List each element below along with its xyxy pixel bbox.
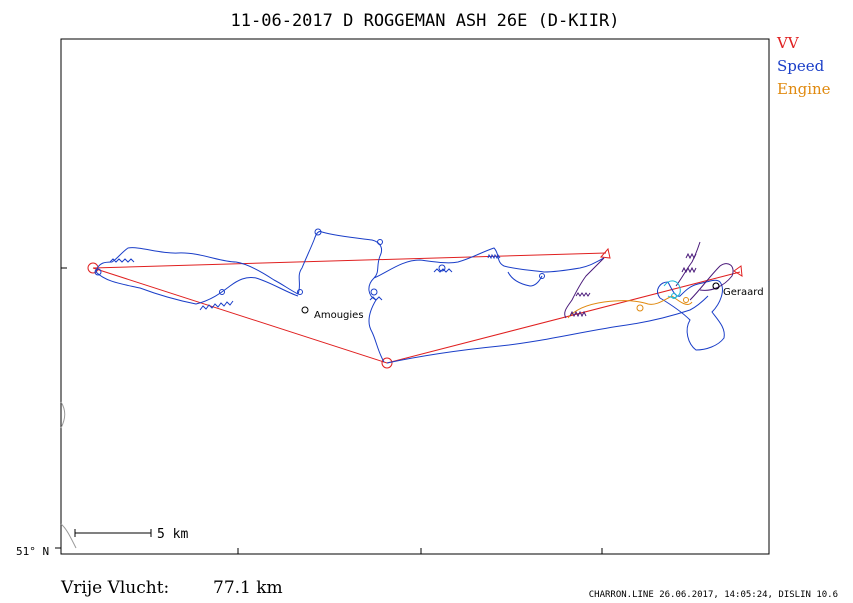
task-turnpoint-triangle [599,247,611,259]
legend-vv: VV [776,34,800,52]
frame-ticks [55,267,603,554]
place-label-geraard: Geraard [723,287,764,298]
chart-title: 11-06-2017 D ROGGEMAN ASH 26E (D-KIIR) [231,11,620,31]
place-marker-geraard [712,282,720,290]
thermal-coils-blue [109,253,501,311]
legend-engine: Engine [777,80,831,98]
legend-speed: Speed [777,57,825,75]
scale-label: 5 km [157,527,188,542]
border-line [60,401,66,429]
distance-value: 77.1 km [213,578,283,598]
flight-track [94,228,725,364]
place-label-amougies: Amougies [314,310,364,321]
border-line-south [60,523,77,549]
footer-info: CHARRON.LINE 26.06.2017, 14:05:24, DISLI… [589,590,838,600]
engine-run [567,295,693,319]
task-finish-triangle [733,265,743,277]
distance-label: Vrije Vlucht: [60,578,169,598]
map-frame [60,38,770,555]
latitude-label: 51° N [16,545,49,558]
task-route [87,247,743,369]
thermal-coils-cyan [663,280,681,299]
place-marker-amougies [301,306,309,314]
task-start-circle [87,262,99,274]
scale-bar [74,529,152,537]
task-turnpoint-circle [381,357,393,369]
